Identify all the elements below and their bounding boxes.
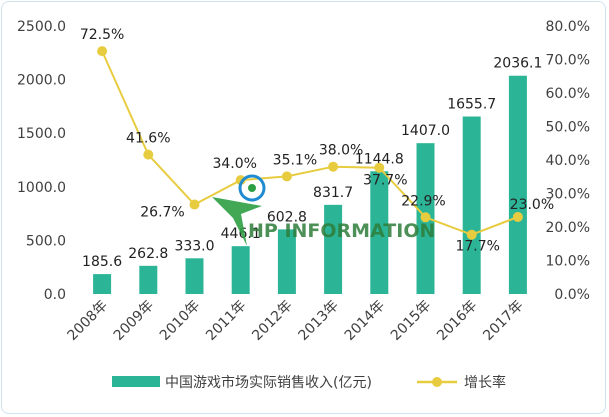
right-y-axis: 0.0% 10.0% 20.0% 30.0% 40.0% 50.0% 60.0% 70.0% 8…: [546, 19, 590, 303]
watermark-logo: HP INFORMATION: [212, 174, 435, 246]
left-axis-tick-label: 2000.0: [17, 73, 66, 89]
bar-value-label: 1144.8: [355, 151, 404, 167]
bar-value-label: 446.1: [221, 226, 261, 242]
growth-point: [143, 149, 154, 160]
growth-value-label: 34.0%: [212, 156, 256, 172]
growth-value-label: 17.7%: [455, 239, 499, 255]
watermark-circle: [238, 174, 266, 202]
watermark-arrow-icon: [212, 197, 262, 246]
left-axis-tick-label: 1000.0: [17, 180, 66, 196]
growth-value-labels: 72.5% 41.6% 26.7% 34.0% 35.1%38.0%37.7% 22.9%…: [80, 27, 554, 255]
left-axis-tick-label: 1500.0: [17, 126, 66, 142]
right-axis-tick-label: 70.0%: [546, 53, 590, 69]
bar: [324, 204, 343, 294]
bar-value-label: 831.7: [313, 185, 353, 201]
growth-point: [420, 212, 431, 223]
right-axis-tick-label: 50.0%: [546, 120, 590, 136]
bar-value-label: 262.8: [128, 246, 168, 262]
growth-point: [189, 199, 200, 210]
x-axis-category-label: 2011年: [203, 298, 249, 344]
growth-value-label: 35.1%: [273, 152, 317, 168]
x-axis-category-label: 2015年: [388, 298, 434, 344]
left-axis-tick-label: 2500.0: [17, 19, 66, 35]
growth-line: [101, 50, 519, 236]
right-axis-tick-label: 60.0%: [546, 86, 590, 102]
bar-value-label: 1407.0: [401, 123, 450, 139]
bar: [93, 274, 112, 294]
growth-value-label: 38.0%: [319, 143, 363, 159]
growth-point: [512, 211, 523, 222]
growth-value-label: 22.9%: [401, 193, 445, 209]
bar-value-label: 2036.1: [493, 56, 542, 72]
left-axis-tick-label: 0.0: [44, 287, 66, 303]
x-axis-category-label: 2009年: [111, 298, 157, 344]
growth-value-label: 37.7%: [363, 173, 407, 189]
right-axis-tick-label: 80.0%: [546, 19, 590, 35]
watermark-dot: [248, 184, 256, 192]
left-y-axis: 0.0 500.0 1000.0 1500.0 2000.0 2500.0: [17, 19, 66, 303]
growth-value-label: 72.5%: [80, 27, 124, 43]
bar-series: [93, 75, 527, 295]
legend: 中国游戏市场实际销售收入(亿元) 增长率: [112, 374, 506, 391]
legend-bar-label: 中国游戏市场实际销售收入(亿元): [165, 374, 372, 391]
x-axis-category-label: 2017年: [480, 298, 526, 344]
bar-value-label: 1655.7: [447, 97, 496, 113]
bar-value-label: 185.6: [82, 254, 122, 270]
right-axis-tick-label: 10.0%: [546, 254, 590, 270]
growth-point: [328, 161, 339, 172]
growth-point: [97, 46, 108, 57]
bar: [185, 258, 204, 294]
bar-value-label: 602.8: [267, 209, 307, 225]
x-axis-category-label: 2016年: [434, 298, 480, 344]
growth-line-series: [97, 46, 523, 240]
x-axis-category-label: 2008年: [65, 298, 111, 344]
bar: [462, 116, 481, 294]
growth-point: [374, 162, 385, 173]
right-axis-tick-label: 40.0%: [546, 153, 590, 169]
bar: [370, 171, 389, 294]
bar: [277, 229, 296, 294]
x-axis-category-label: 2010年: [157, 298, 203, 344]
growth-point: [466, 229, 477, 240]
growth-value-label: 23.0%: [510, 197, 554, 213]
legend-line-marker: [432, 377, 442, 387]
legend-line-label: 增长率: [464, 374, 506, 391]
bar-value-labels: 185.6 262.8 333.0 446.1 602.8 831.7 1144.8 1407…: [82, 56, 542, 270]
bar: [139, 265, 158, 294]
x-axis-category-label: 2012年: [249, 298, 295, 344]
bar: [508, 75, 527, 295]
right-axis-tick-label: 20.0%: [546, 220, 590, 236]
growth-value-label: 41.6%: [126, 131, 170, 147]
right-axis-tick-label: 30.0%: [546, 187, 590, 203]
growth-value-label: 26.7%: [140, 205, 184, 221]
watermark-text: HP INFORMATION: [248, 220, 435, 242]
left-axis-tick-label: 500.0: [26, 233, 66, 249]
bar-value-label: 333.0: [174, 238, 214, 254]
x-axis-category-label: 2013年: [296, 298, 342, 344]
x-axis-category-labels: 2008年 2009年 2010年 2011年 2012年 2013年 2014年 2015年…: [65, 298, 527, 344]
right-axis-tick-label: 0.0%: [554, 287, 590, 303]
x-axis-category-label: 2014年: [342, 298, 388, 344]
legend-bar-swatch: [112, 376, 160, 387]
growth-point: [235, 175, 246, 186]
bar: [231, 246, 250, 294]
growth-point: [281, 171, 292, 182]
